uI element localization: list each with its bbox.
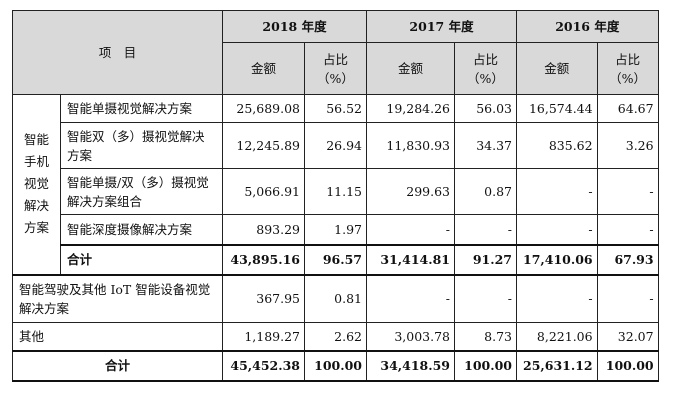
cell-value: 91.27 <box>454 243 517 275</box>
ratio-header-line1: 占比 <box>322 51 348 67</box>
amount-header: 金额 <box>516 42 598 95</box>
group-label-line: 智能 <box>23 132 49 148</box>
group-label-line: 手机 <box>23 154 49 170</box>
cell-value: 64.67 <box>596 94 659 123</box>
cell-value: 25,631.12 <box>516 349 598 382</box>
cell-value: 26.94 <box>304 122 367 169</box>
row-label: 智能双（多）摄视觉解决方案 <box>60 122 223 169</box>
cell-value: 45,452.38 <box>222 349 305 382</box>
cell-value: - <box>366 214 455 245</box>
cell-value: - <box>516 273 598 323</box>
cell-value: - <box>454 273 517 323</box>
cell-value: 31,414.81 <box>366 243 455 275</box>
row-label: 智能驾驶及其他 IoT 智能设备视觉解决方案 <box>12 273 223 323</box>
cell-value: 3,003.78 <box>366 322 455 351</box>
cell-value: 893.29 <box>222 214 305 245</box>
cell-value: - <box>516 214 598 245</box>
cell-value: 56.52 <box>304 94 367 123</box>
cell-value: 43,895.16 <box>222 243 305 275</box>
amount-header: 金额 <box>222 42 305 95</box>
cell-value: 2.62 <box>304 322 367 351</box>
table-row: 智能 手机 视觉 解决 方案 智能单摄视觉解决方案 25,689.08 56.5… <box>12 94 659 275</box>
ratio-header-line1: 占比 <box>472 51 498 67</box>
group-label-line: 解决 <box>23 198 49 214</box>
header-year-row: 项 目 2018 年度 2017 年度 2016 年度 <box>12 10 659 95</box>
cell-value: 100.00 <box>596 349 659 382</box>
cell-value: 34,418.59 <box>366 349 455 382</box>
cell-value: 100.00 <box>454 349 517 382</box>
cell-value: 56.03 <box>454 94 517 123</box>
year-header-2018: 2018 年度 <box>222 10 367 43</box>
cell-value: 1.97 <box>304 214 367 245</box>
ratio-header-line2: （%） <box>609 70 647 86</box>
cell-value: 96.57 <box>304 243 367 275</box>
cell-value: 32.07 <box>596 322 659 351</box>
group-label-line: 视觉 <box>23 176 49 192</box>
revenue-table: 项 目 2018 年度 2017 年度 2016 年度 金额 占比 （%） 金额… <box>12 10 659 382</box>
cell-value: 835.62 <box>516 122 598 169</box>
amount-header: 金额 <box>366 42 455 95</box>
ratio-header: 占比 （%） <box>596 42 659 95</box>
subtotal-row: 合计 43,895.16 96.57 31,414.81 91.27 17,41… <box>13 243 659 275</box>
cell-value: 5,066.91 <box>222 168 305 215</box>
item-header: 项 目 <box>12 10 223 95</box>
table-row: 其他 1,189.27 2.62 3,003.78 8.73 8,221.06 … <box>12 322 659 351</box>
cell-value: - <box>596 168 659 215</box>
cell-value: 11.15 <box>304 168 367 215</box>
cell-value: 11,830.93 <box>366 122 455 169</box>
total-row: 合计 45,452.38 100.00 34,418.59 100.00 25,… <box>12 349 659 382</box>
row-label: 其他 <box>12 322 223 351</box>
ratio-header: 占比 （%） <box>454 42 517 95</box>
cell-value: 67.93 <box>596 243 659 275</box>
table-row: 智能单摄/双（多）摄视觉解决方案组合 5,066.91 11.15 299.63… <box>13 168 659 215</box>
cell-value: 1,189.27 <box>222 322 305 351</box>
table-row: 智能驾驶及其他 IoT 智能设备视觉解决方案 367.95 0.81 - - -… <box>12 273 659 323</box>
cell-value: 367.95 <box>222 273 305 323</box>
cell-value: - <box>596 214 659 245</box>
cell-value: 8.73 <box>454 322 517 351</box>
table-row: 智能深度摄像解决方案 893.29 1.97 - - - - <box>13 214 659 245</box>
cell-value: 19,284.26 <box>366 94 455 123</box>
cell-value: 12,245.89 <box>222 122 305 169</box>
cell-value: - <box>454 214 517 245</box>
row-label: 智能单摄/双（多）摄视觉解决方案组合 <box>60 168 223 215</box>
row-label: 智能单摄视觉解决方案 <box>60 94 223 123</box>
cell-value: - <box>366 273 455 323</box>
cell-value: 34.37 <box>454 122 517 169</box>
cell-value: 0.81 <box>304 273 367 323</box>
year-header-2017: 2017 年度 <box>366 10 517 43</box>
year-header-2016: 2016 年度 <box>516 10 659 43</box>
header-sub-row: 金额 占比 （%） 金额 占比 （%） 金额 占比 （%） <box>13 42 659 95</box>
table-row: 智能双（多）摄视觉解决方案 12,245.89 26.94 11,830.93 … <box>13 122 659 169</box>
cell-value: 3.26 <box>596 122 659 169</box>
cell-value: 299.63 <box>366 168 455 215</box>
cell-value: - <box>596 273 659 323</box>
cell-value: 16,574.44 <box>516 94 598 123</box>
cell-value: - <box>516 168 598 215</box>
cell-value: 17,410.06 <box>516 243 598 275</box>
row-label: 合计 <box>60 243 223 275</box>
group-label-line: 方案 <box>23 220 49 236</box>
cell-value: 0.87 <box>454 168 517 215</box>
row-label: 智能深度摄像解决方案 <box>60 214 223 245</box>
ratio-header-line1: 占比 <box>615 51 641 67</box>
cell-value: 8,221.06 <box>516 322 598 351</box>
ratio-header-line2: （%） <box>467 70 504 86</box>
group-label: 智能 手机 视觉 解决 方案 <box>12 94 61 275</box>
ratio-header-line2: （%） <box>317 70 354 86</box>
cell-value: 25,689.08 <box>222 94 305 123</box>
cell-value: 100.00 <box>304 349 367 382</box>
ratio-header: 占比 （%） <box>304 42 367 95</box>
row-label: 合计 <box>12 349 223 382</box>
